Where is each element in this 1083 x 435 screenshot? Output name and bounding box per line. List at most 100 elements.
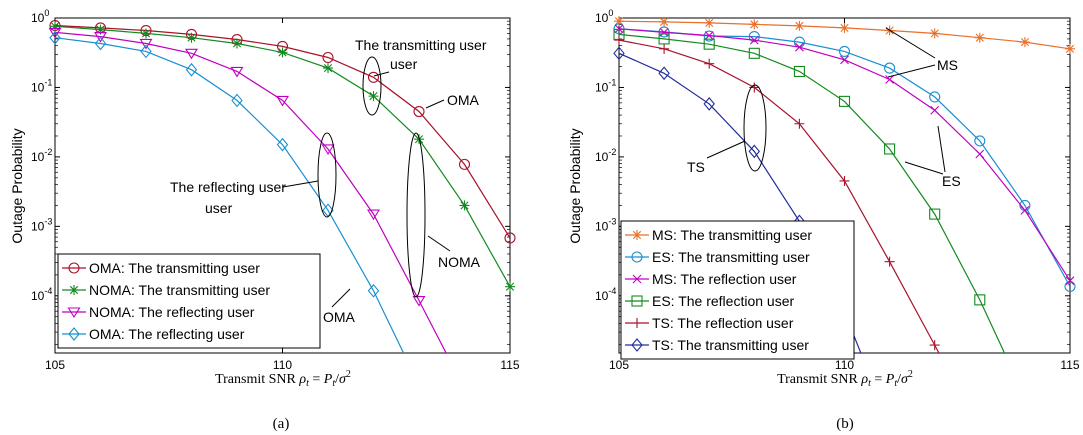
data-point (459, 200, 470, 211)
annotation-ts: TS (687, 159, 705, 175)
data-point (794, 20, 805, 31)
legend-label: NOMA: The transmitting user (89, 282, 270, 298)
y-tick-label: 10-2 (31, 147, 52, 164)
annotation-arrow (282, 180, 319, 188)
data-point (49, 30, 61, 45)
data-point (885, 75, 894, 84)
legend-marker (68, 327, 80, 341)
data-point (139, 38, 153, 50)
y-tick-label: 10-1 (31, 77, 52, 94)
annotation-ms: MS (937, 57, 958, 73)
annotation-transmitting-user-line2: user (390, 56, 418, 72)
chart-b-y-axis-label: Outage Probability (567, 128, 583, 243)
data-point (704, 58, 715, 69)
data-point (703, 38, 715, 50)
data-point (141, 28, 151, 39)
data-point (929, 28, 940, 39)
data-point (232, 38, 242, 49)
data-point (840, 55, 849, 65)
data-point (974, 32, 985, 43)
data-point (276, 137, 289, 152)
annotation-arrow (885, 27, 936, 59)
annotation-arrow (706, 140, 746, 159)
y-tick-label: 10-3 (31, 216, 52, 233)
data-point (276, 95, 289, 107)
y-tick-label: 10-2 (595, 147, 616, 164)
data-point (1020, 205, 1030, 215)
data-point (614, 16, 624, 27)
legend-marker (631, 251, 643, 263)
legend-label: TS: The reflection user (652, 315, 794, 331)
data-point (838, 45, 851, 57)
ellipse-noma (406, 132, 426, 298)
data-point (95, 24, 106, 35)
data-point (794, 118, 805, 129)
data-point (414, 134, 424, 145)
annotation-noma: NOMA (438, 254, 481, 270)
data-point (839, 22, 850, 33)
x-tick-label: 115 (500, 358, 519, 372)
data-point (367, 283, 380, 298)
data-point (793, 65, 805, 77)
data-point (929, 91, 941, 103)
annotation-reflecting-user-line2: user (205, 200, 233, 216)
data-point (140, 44, 152, 59)
data-point (658, 66, 670, 81)
annotation-arrow (937, 125, 946, 173)
data-point (185, 62, 198, 77)
x-tick-label: 110 (273, 358, 292, 372)
data-point (277, 47, 288, 58)
legend-box (57, 253, 321, 349)
chart-b-caption: (b) (836, 416, 854, 432)
data-point (322, 51, 334, 64)
data-point (748, 144, 761, 159)
chart-a-caption: (a) (273, 416, 290, 432)
legend-label: TS: The transmitting user (652, 337, 809, 353)
chart-b-x-axis-label: Transmit SNR ρt = Pt/σ2 (777, 369, 913, 389)
legend-label: MS: The reflection user (652, 271, 797, 287)
data-point (1065, 276, 1075, 286)
data-point (704, 31, 714, 40)
data-point (231, 93, 243, 108)
y-tick-label: 10-3 (595, 216, 616, 233)
y-tick-label: 10-4 (595, 286, 616, 303)
data-point (659, 28, 669, 37)
data-point (94, 32, 107, 43)
ellipse-ts (743, 84, 767, 172)
data-point (703, 97, 715, 111)
data-point (186, 32, 197, 43)
x-tick-label: 110 (835, 358, 854, 372)
data-point (230, 66, 244, 78)
ellipse-transmitting (362, 56, 382, 116)
data-point (1065, 43, 1075, 54)
data-point (1064, 280, 1076, 293)
legend-box (620, 220, 855, 360)
data-point (884, 143, 896, 155)
data-point (838, 95, 851, 107)
annotation-arrow (425, 99, 445, 109)
legend-label: NOMA: The reflecting user (89, 304, 255, 320)
x-tick-label: 105 (45, 358, 65, 372)
annotation-es: ES (942, 173, 961, 189)
legend-marker (632, 230, 642, 240)
data-point (795, 42, 804, 52)
data-point (748, 31, 760, 43)
annotation-reflecting-user-line1: The reflecting user (170, 179, 286, 195)
y-tick-label: 10-1 (595, 77, 616, 94)
data-point (458, 158, 471, 170)
annotation-oma-bottom: OMA (323, 309, 356, 325)
data-point (505, 281, 515, 292)
data-point (659, 43, 670, 54)
data-point (614, 35, 624, 46)
data-point (613, 46, 625, 61)
data-point (50, 21, 60, 32)
legend-marker (631, 295, 643, 307)
chart-a-y-axis-label: Outage Probability (9, 128, 25, 243)
y-tick-label: 10-4 (31, 286, 52, 303)
data-point (929, 208, 941, 220)
data-point (48, 27, 62, 39)
data-point (94, 36, 107, 51)
legend-marker (632, 274, 642, 284)
data-point (930, 105, 940, 115)
